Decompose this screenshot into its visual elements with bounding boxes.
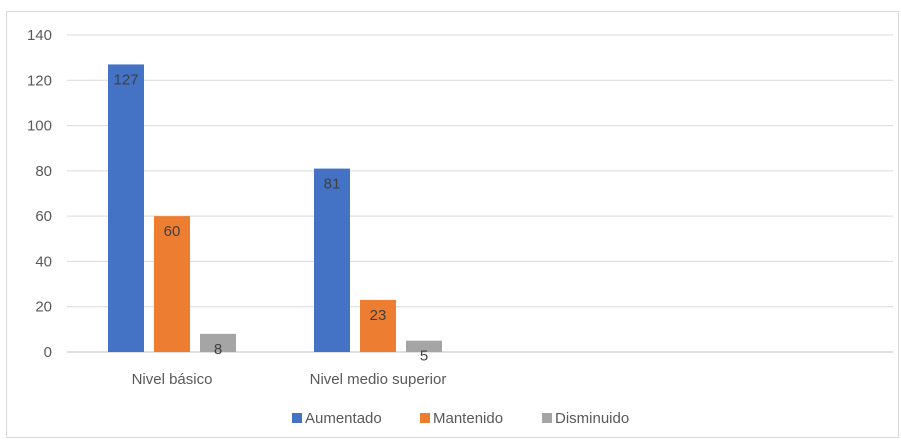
bar-mantenido: [360, 299, 396, 352]
bar-aumentado: [314, 168, 350, 352]
legend-label: Mantenido: [433, 410, 503, 427]
data-label: 60: [164, 223, 181, 240]
data-label: 127: [113, 71, 138, 88]
legend-swatch: [292, 413, 302, 423]
x-category-label: Nivel medio superior: [310, 371, 447, 388]
legend: Aumentado Mantenido Disminuido: [292, 410, 629, 427]
y-axis-ticks: 0 20 40 60 80 100 120 140: [27, 27, 52, 361]
bar-disminuido: [200, 333, 236, 352]
bar-mantenido: [154, 216, 190, 352]
legend-label: Disminuido: [555, 410, 629, 427]
x-category-label: Nivel básico: [132, 371, 213, 388]
bar-aumentado: [108, 64, 144, 352]
y-tick-label: 80: [35, 163, 52, 180]
y-tick-label: 0: [44, 344, 52, 361]
y-tick-label: 140: [27, 27, 52, 44]
data-label: 81: [324, 176, 341, 193]
y-tick-label: 120: [27, 72, 52, 89]
bar-disminuido: [406, 340, 442, 352]
x-axis-categories: Nivel básico Nivel medio superior: [132, 371, 447, 388]
gridlines: [67, 34, 893, 353]
y-tick-label: 40: [35, 253, 52, 270]
legend-swatch: [420, 413, 430, 423]
y-tick-label: 100: [27, 118, 52, 135]
bars: [108, 64, 442, 352]
data-label: 5: [420, 348, 428, 365]
y-tick-label: 20: [35, 299, 52, 316]
data-labels: 127 60 8 81 23 5: [113, 71, 428, 364]
legend-label: Aumentado: [305, 410, 382, 427]
data-label: 8: [214, 341, 222, 358]
data-label: 23: [370, 307, 387, 324]
y-tick-label: 60: [35, 208, 52, 225]
legend-swatch: [542, 413, 552, 423]
